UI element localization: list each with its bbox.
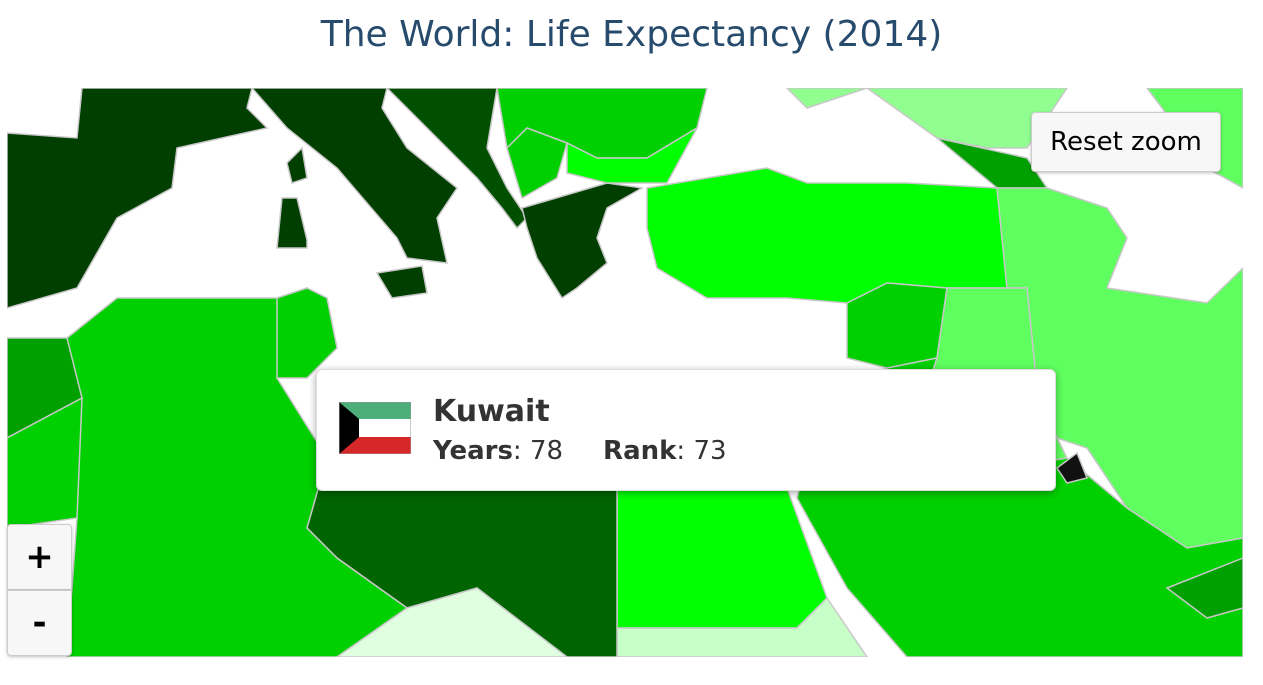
country[interactable]	[566, 125, 699, 184]
country[interactable]	[506, 127, 568, 200]
country[interactable]	[646, 167, 1008, 304]
reset-zoom-button[interactable]: Reset zoom	[1031, 112, 1221, 172]
country[interactable]	[1055, 451, 1089, 484]
tooltip: Kuwait Years: 78 Rank: 73	[316, 369, 1056, 491]
title: The World: Life Expectancy (2014)	[320, 14, 943, 55]
separator: :	[512, 436, 522, 466]
country-name: Kuwait	[433, 394, 550, 429]
country[interactable]	[375, 265, 428, 299]
separator: :	[676, 436, 686, 466]
zoom-in-button[interactable]: +	[7, 524, 72, 590]
zoom-out-button[interactable]: -	[7, 590, 72, 656]
field-value: 78	[529, 436, 564, 466]
country[interactable]	[286, 146, 308, 184]
country[interactable]	[7, 396, 83, 529]
field-label: Years	[433, 436, 513, 466]
country[interactable]	[276, 287, 338, 379]
country[interactable]	[521, 182, 645, 300]
field-label: Rank	[603, 436, 677, 466]
field-value: 73	[693, 436, 727, 466]
tooltip-fields: Years: 78 Rank: 73	[433, 436, 767, 466]
country[interactable]	[335, 587, 569, 657]
country[interactable]	[251, 88, 459, 264]
country[interactable]	[7, 88, 269, 309]
country[interactable]	[1165, 557, 1243, 619]
field: Years: 78	[433, 436, 563, 466]
flag	[339, 402, 411, 454]
country[interactable]	[276, 197, 308, 249]
field: Rank: 73	[603, 436, 727, 466]
country[interactable]	[846, 282, 948, 369]
